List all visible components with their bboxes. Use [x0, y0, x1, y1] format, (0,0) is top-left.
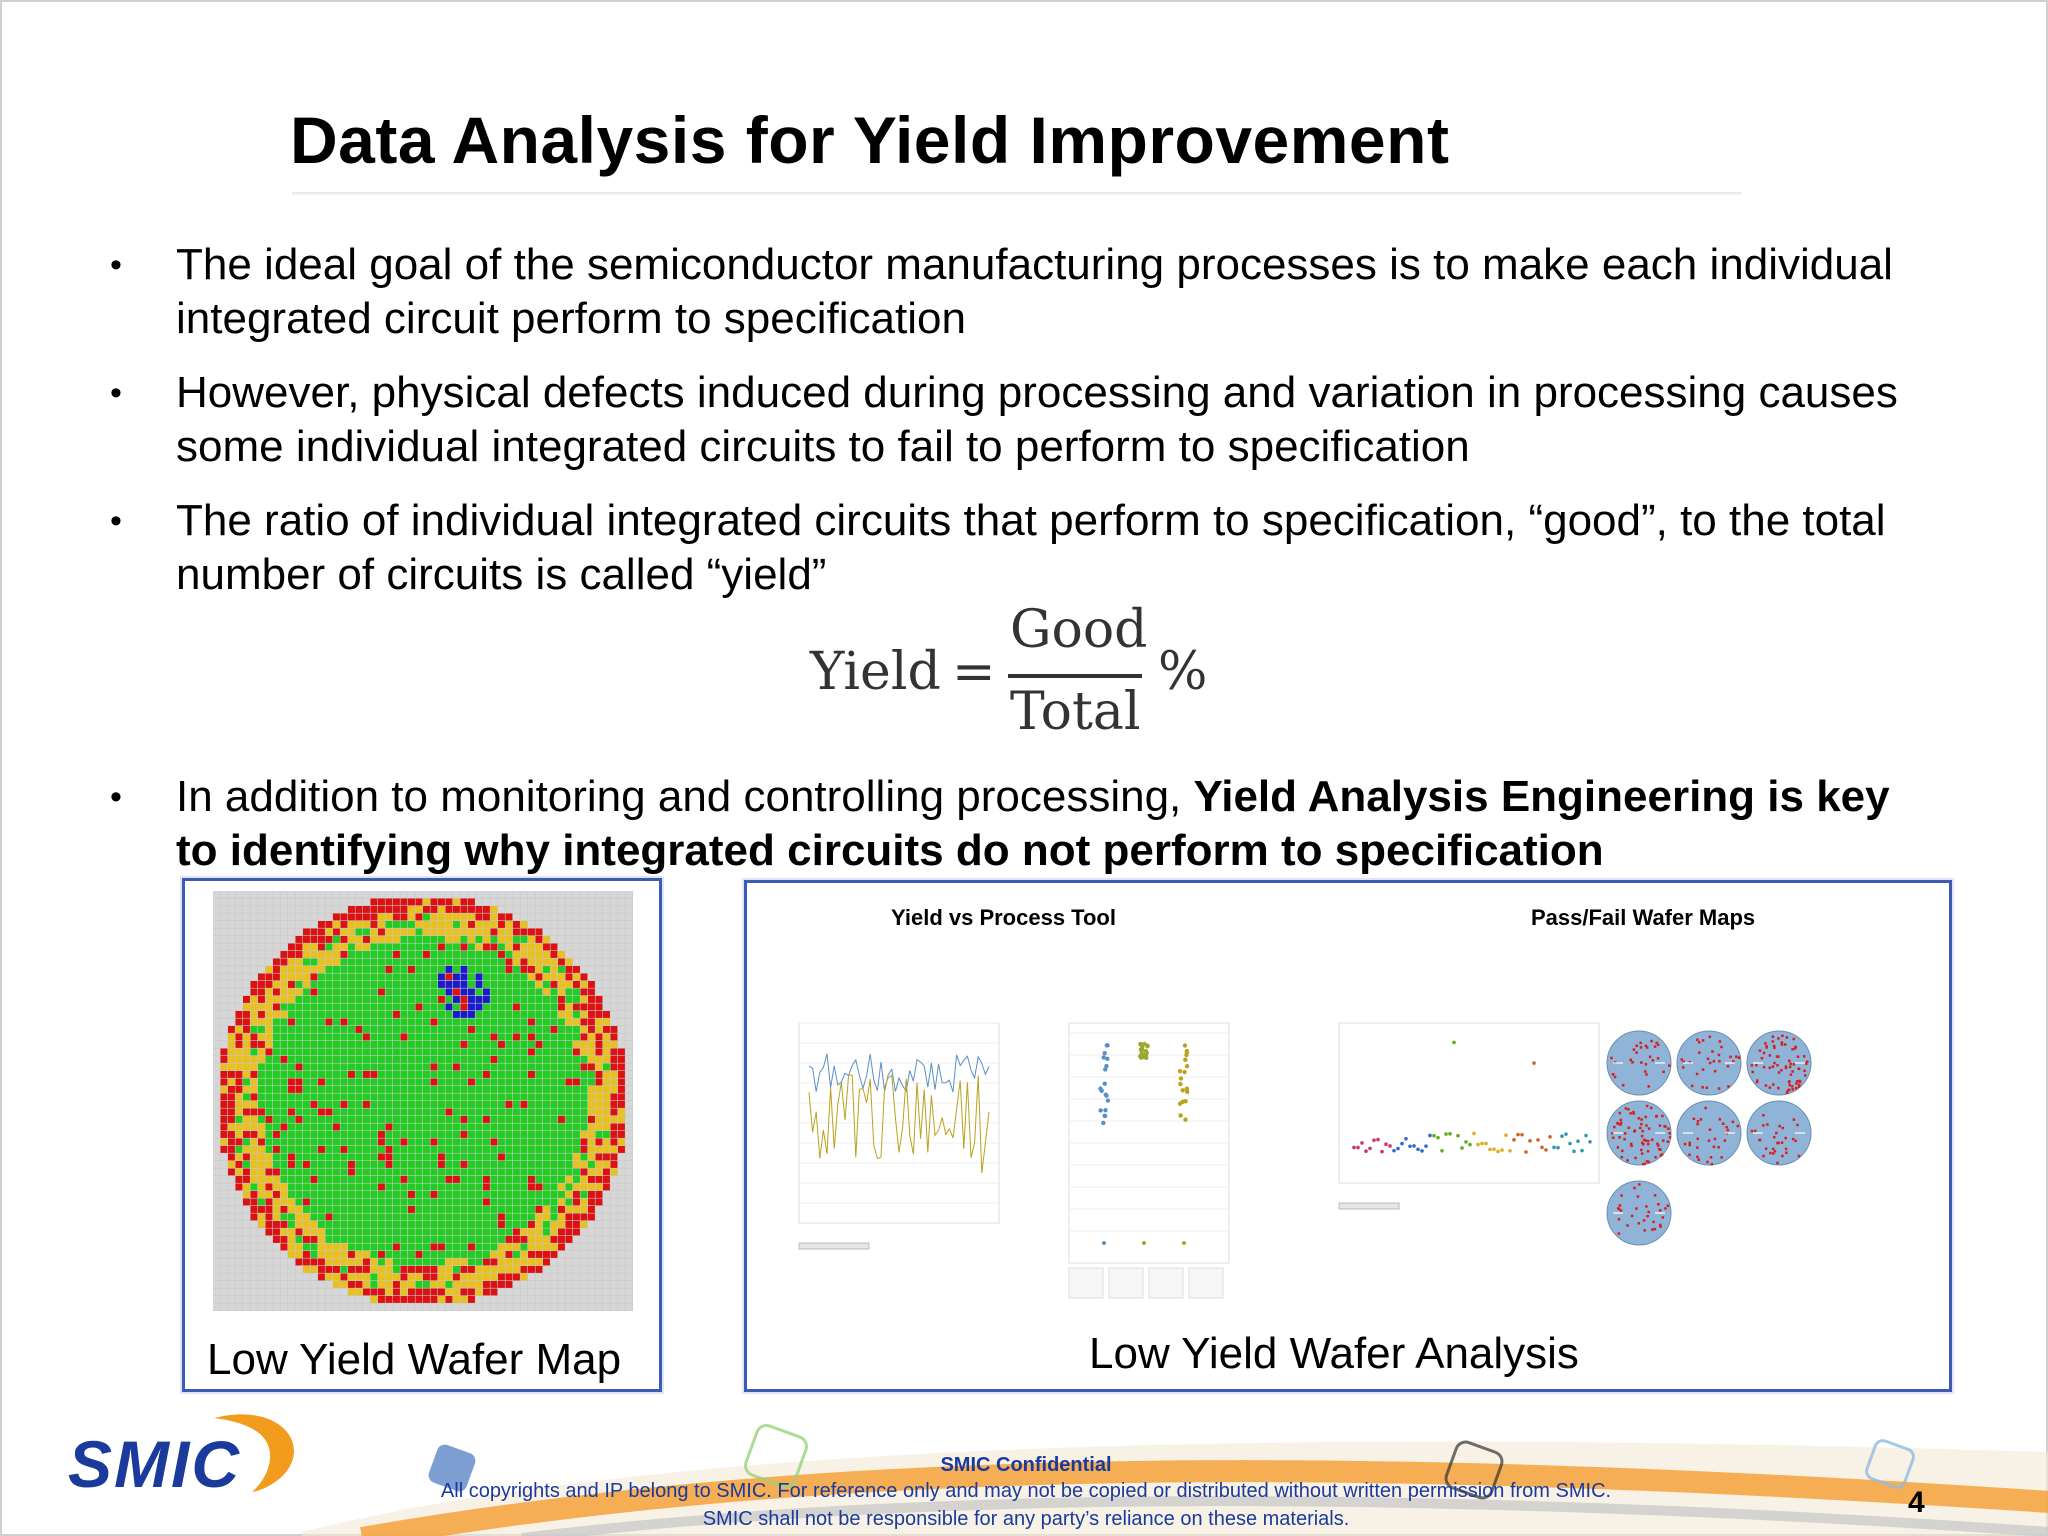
formula-numerator: Good	[1010, 600, 1148, 660]
smic-logo-text: SMIC	[68, 1427, 241, 1501]
page-number: 4	[1908, 1486, 1925, 1519]
yield-formula: Yield = Good Total %	[810, 600, 1230, 742]
bullet-text: The ratio of individual integrated circu…	[176, 496, 1886, 599]
footer-decoration	[302, 1423, 2048, 1536]
bullet-dot: •	[110, 778, 122, 816]
bullet-bold-text: Yield Analysis Engineering is key	[1193, 772, 1890, 821]
bullet-item: • The ratio of individual integrated cir…	[110, 494, 2010, 602]
formula-denominator: Total	[1010, 682, 1141, 742]
wafer-map-panel: Low Yield Wafer Map	[182, 878, 662, 1392]
bullet-text: However, physical defects induced during…	[176, 368, 1898, 471]
analysis-screenshots	[798, 1022, 1812, 1299]
bullet-text: In addition to monitoring and controllin…	[176, 772, 1194, 821]
title-divider	[292, 192, 1742, 195]
wafer-map-caption: Low Yield Wafer Map	[207, 1335, 622, 1384]
wafer-map-image	[213, 891, 633, 1311]
wafer-analysis-caption: Low Yield Wafer Analysis	[1089, 1329, 1579, 1378]
bullet-item: • However, physical defects induced duri…	[110, 366, 2010, 474]
bullet-item: • In addition to monitoring and controll…	[110, 770, 2010, 878]
confidential-label: SMIC Confidential	[940, 1454, 1112, 1476]
formula-unit: %	[1158, 642, 1208, 702]
page-title: Data Analysis for Yield Improvement	[290, 103, 1450, 177]
bullet-dot: •	[110, 374, 122, 412]
formula-equals: =	[952, 642, 996, 702]
bullet-dot: •	[110, 502, 122, 540]
copyright-line-1: All copyrights and IP belong to SMIC. Fo…	[440, 1480, 1612, 1502]
copyright-line-2: SMIC shall not be responsible for any pa…	[702, 1508, 1350, 1530]
yield-vs-tool-heading: Yield vs Process Tool	[891, 905, 1116, 930]
formula-lhs: Yield	[810, 642, 941, 702]
smic-logo	[64, 1402, 314, 1512]
fraction-bar	[1008, 674, 1142, 678]
bullet-dot: •	[110, 246, 122, 284]
bullet-item: • The ideal goal of the semiconductor ma…	[110, 238, 2010, 346]
bullet-bold-text: to identifying why integrated circuits d…	[176, 826, 1604, 875]
bullet-text: The ideal goal of the semiconductor manu…	[176, 240, 1893, 343]
bullet-list: • The ideal goal of the semiconductor ma…	[110, 238, 2010, 898]
pass-fail-heading: Pass/Fail Wafer Maps	[1531, 905, 1756, 930]
wafer-analysis-panel: Yield vs Process Tool Pass/Fail Wafer Ma…	[744, 880, 1952, 1392]
